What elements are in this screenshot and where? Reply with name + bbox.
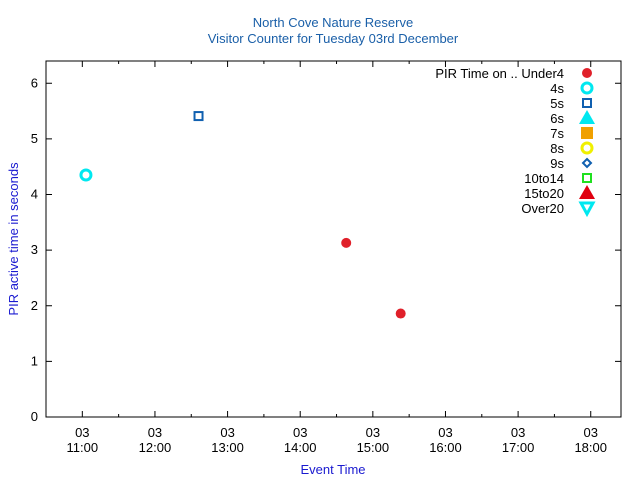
chart-title: North Cove Nature Reserve — [253, 15, 413, 30]
legend-marker-5s — [582, 98, 592, 108]
legend-label: PIR Time on .. Under4 — [435, 66, 564, 81]
x-tick-label: 12:00 — [139, 440, 172, 455]
legend-marker-9s — [581, 157, 593, 169]
legend: PIR Time on .. Under44s5s6s7s8s9s10to141… — [435, 66, 596, 218]
x-tick-day-label: 03 — [366, 425, 380, 440]
x-tick-label: 14:00 — [284, 440, 317, 455]
y-tick-label: 6 — [31, 75, 38, 90]
y-tick-label: 5 — [31, 131, 38, 146]
x-tick-label: 11:00 — [67, 440, 99, 455]
data-points — [79, 111, 406, 319]
y-tick-label: 2 — [31, 298, 38, 313]
data-point-4s — [79, 168, 93, 182]
x-tick-day-label: 03 — [511, 425, 525, 440]
y-tick-label: 3 — [31, 242, 38, 257]
y-axis: 0 1 2 3 4 5 6 — [31, 75, 621, 424]
legend-label: 7s — [550, 126, 564, 141]
legend-label: 9s — [550, 156, 564, 171]
x-axis-title: Event Time — [300, 462, 365, 477]
x-tick-day-label: 03 — [584, 425, 598, 440]
y-tick-label: 1 — [31, 353, 38, 368]
x-tick-day-label: 03 — [293, 425, 307, 440]
legend-marker-7s — [581, 127, 593, 139]
legend-title: PIR Time on .. — [435, 66, 521, 81]
legend-marker-4s — [580, 81, 594, 95]
data-point-5s — [193, 111, 204, 122]
x-tick-label: 16:00 — [429, 440, 462, 455]
data-point-under4 — [341, 237, 352, 248]
x-tick-label: 18:00 — [574, 440, 607, 455]
legend-label: 15to20 — [524, 186, 564, 201]
legend-label: 10to14 — [524, 171, 564, 186]
legend-label: 4s — [550, 81, 564, 96]
legend-marker-6s — [579, 110, 595, 124]
legend-marker-15to20 — [579, 185, 595, 199]
legend-marker-under4 — [582, 68, 592, 78]
x-tick-day-label: 03 — [220, 425, 234, 440]
data-point-under4 — [395, 308, 406, 319]
legend-marker-10to14 — [582, 173, 592, 183]
plot-frame — [45, 60, 622, 418]
legend-marker-8s — [580, 141, 594, 155]
x-tick-label: 15:00 — [357, 440, 390, 455]
y-tick-label: 0 — [31, 409, 38, 424]
x-tick-day-label: 03 — [148, 425, 162, 440]
chart-subtitle: Visitor Counter for Tuesday 03rd Decembe… — [208, 31, 459, 46]
legend-label: 8s — [550, 141, 564, 156]
x-tick-day-label: 03 — [438, 425, 452, 440]
y-tick-label: 4 — [31, 187, 38, 202]
legend-marker-over20 — [578, 201, 596, 218]
legend-label: Over20 — [521, 201, 564, 216]
x-axis: 0311:000312:000313:000314:000315:000316:… — [45, 61, 607, 455]
legend-series-name: Under4 — [521, 66, 564, 81]
x-tick-label: 13:00 — [211, 440, 244, 455]
legend-label: 6s — [550, 111, 564, 126]
y-axis-title: PIR active time in seconds — [6, 162, 21, 316]
x-tick-day-label: 03 — [75, 425, 89, 440]
legend-label: 5s — [550, 96, 564, 111]
x-tick-label: 17:00 — [502, 440, 535, 455]
